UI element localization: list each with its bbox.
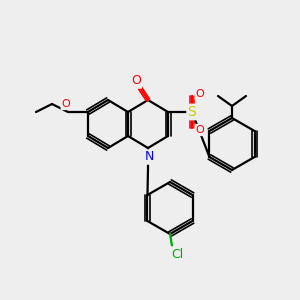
Text: Cl: Cl [171, 248, 183, 260]
Text: O: O [196, 89, 204, 99]
Text: S: S [188, 105, 196, 119]
Text: N: N [144, 151, 154, 164]
Text: O: O [196, 125, 204, 135]
Text: O: O [131, 74, 141, 88]
Text: O: O [61, 99, 70, 109]
